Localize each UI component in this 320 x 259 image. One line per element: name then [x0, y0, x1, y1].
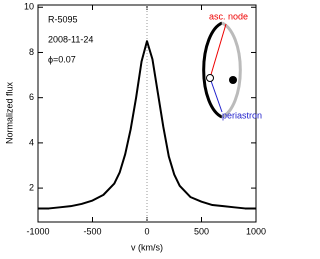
line-series: [38, 40, 256, 210]
inset-label: periastron: [222, 110, 262, 120]
y-tick-label: 6: [29, 92, 34, 102]
x-tick-label: 0: [144, 226, 149, 236]
chart: v (km/s) Normalized flux R-5095 2008-11-…: [4, 2, 266, 253]
x-tick-label: -1000: [26, 226, 49, 236]
x-tick-label: 500: [194, 226, 209, 236]
node-line: [209, 23, 227, 79]
y-tick-label: 10: [24, 2, 34, 12]
y-tick-label: 4: [29, 137, 34, 147]
annotation: ϕ=0.07: [48, 54, 76, 64]
periastron-line: [209, 77, 223, 113]
annotation: R-5095: [48, 14, 78, 24]
inset-label: asc. node: [209, 11, 248, 21]
orbit-near: [202, 21, 223, 119]
orbit-inset: asc. node periastron: [202, 11, 262, 120]
y-tick-label: 2: [29, 182, 34, 192]
orbit-far: [221, 21, 242, 119]
y-tick-label: 8: [29, 47, 34, 57]
x-axis-label: v (km/s): [131, 242, 163, 252]
y-axis-label: Normalized flux: [4, 81, 14, 144]
annotation: 2008-11-24: [48, 34, 93, 44]
x-tick-label: -500: [83, 226, 101, 236]
x-tick-label: 1000: [246, 226, 266, 236]
primary-star: [206, 74, 214, 82]
companion: [229, 76, 237, 84]
